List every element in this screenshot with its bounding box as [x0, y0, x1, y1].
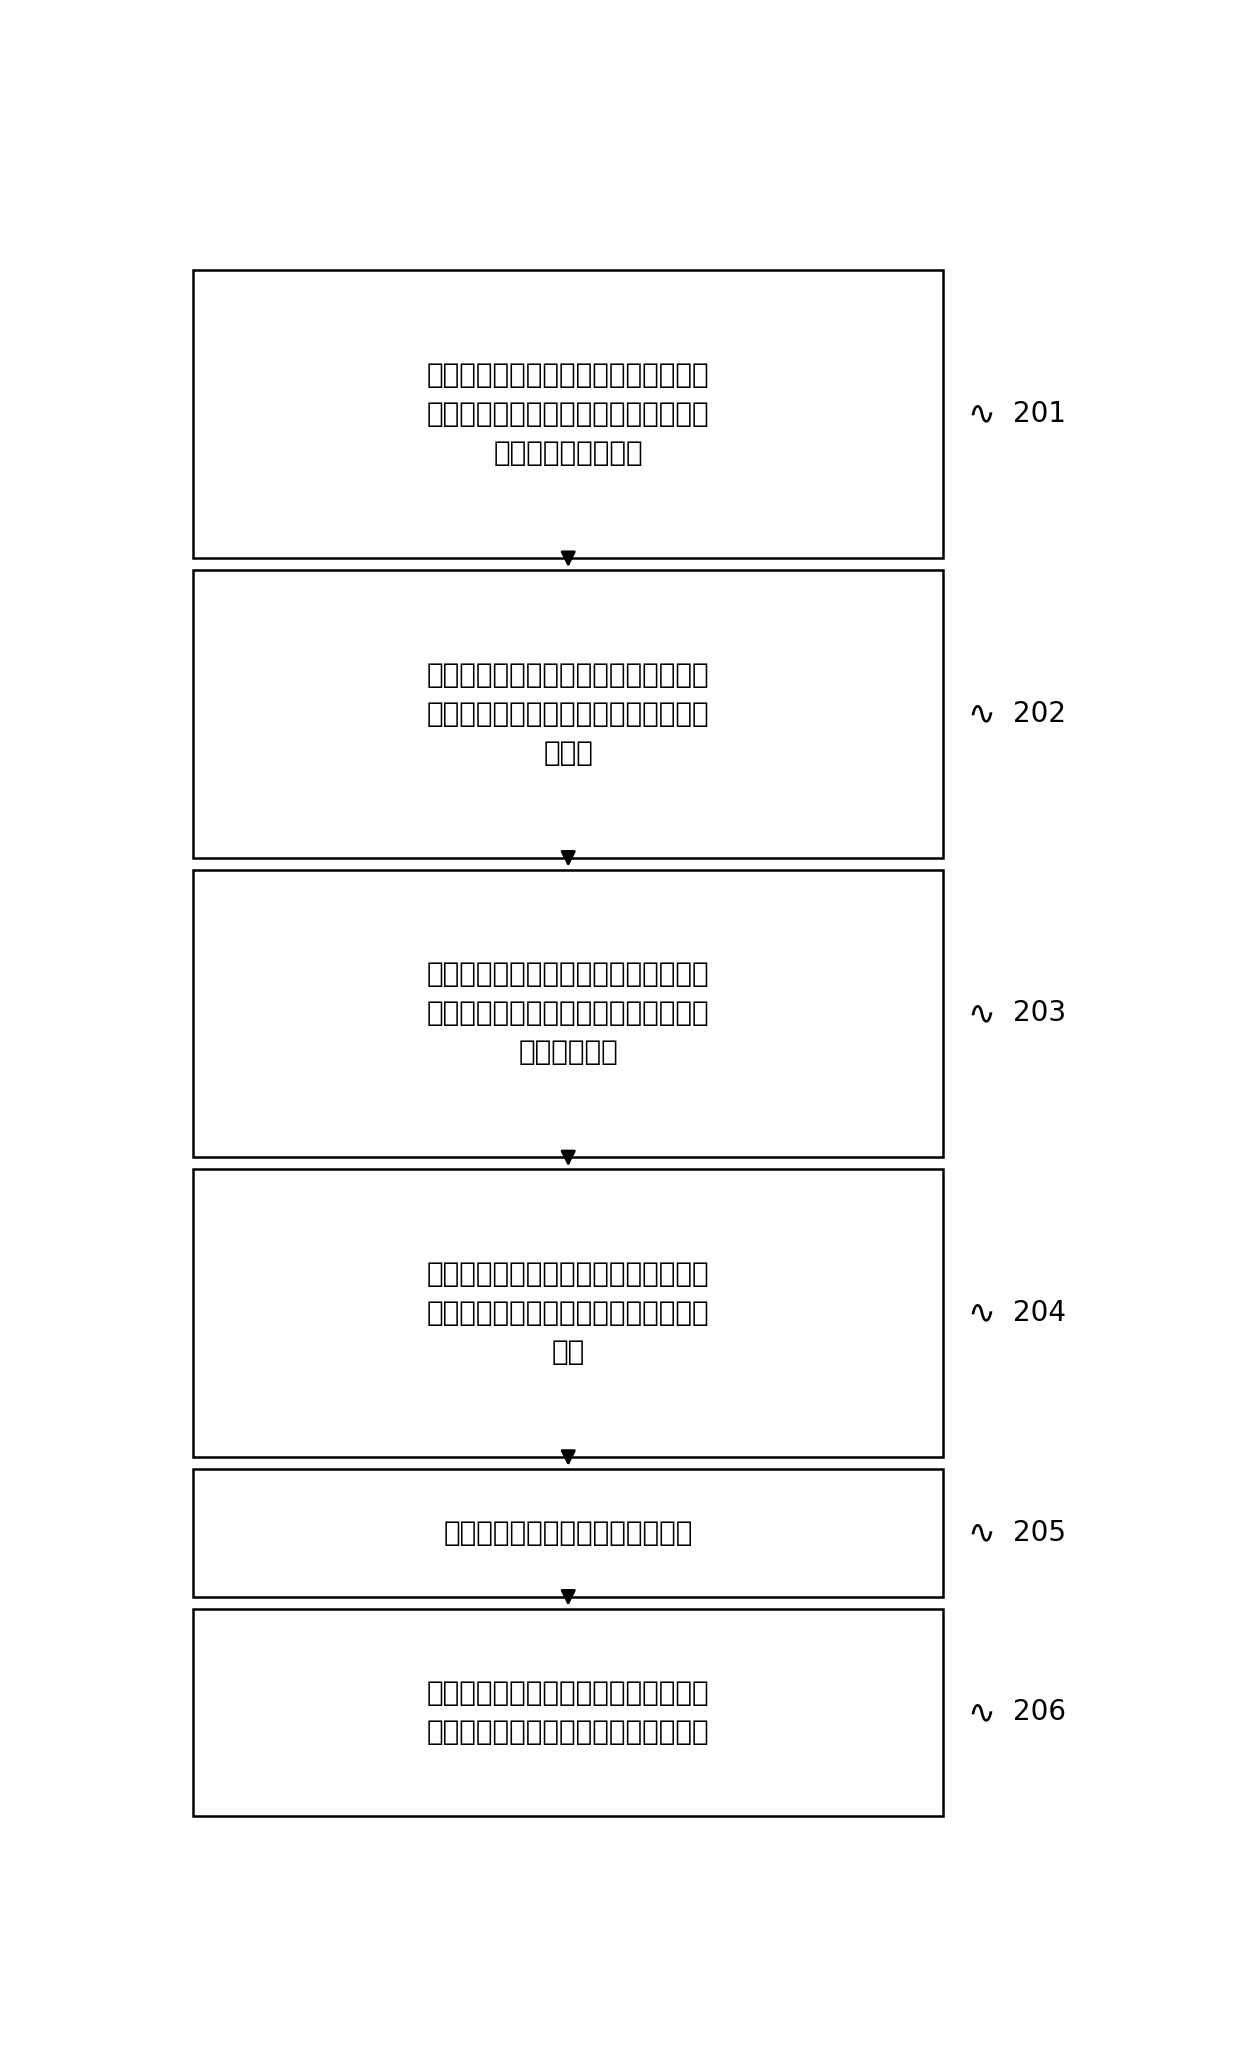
- Text: ∿: ∿: [967, 997, 996, 1030]
- Text: ∿: ∿: [967, 1517, 996, 1549]
- Text: 203: 203: [1013, 999, 1065, 1028]
- Text: 对所述磁共振系统进行扫描预校准: 对所述磁共振系统进行扫描预校准: [444, 1519, 693, 1547]
- Text: 202: 202: [1013, 701, 1065, 727]
- Text: 获取目标对象的基本特征信息、目标对
象在所述扫描床的第一位置信息以及至
少一个预设扫描部位: 获取目标对象的基本特征信息、目标对 象在所述扫描床的第一位置信息以及至 少一个预…: [427, 362, 709, 466]
- Bar: [193, 271, 942, 559]
- Bar: [193, 1169, 942, 1457]
- Bar: [193, 869, 942, 1157]
- Text: ∿: ∿: [967, 399, 996, 432]
- Text: ∿: ∿: [967, 697, 996, 730]
- Text: 根据所述第一位置信息、所述第二位置
信息确定预设扫描部位在所述扫描床的
第三位置信息: 根据所述第一位置信息、所述第二位置 信息确定预设扫描部位在所述扫描床的 第三位置…: [427, 960, 709, 1067]
- Text: 205: 205: [1013, 1519, 1065, 1547]
- Text: 206: 206: [1013, 1697, 1065, 1726]
- Text: ∿: ∿: [967, 1297, 996, 1330]
- Text: 根据目标对象的基本特征信息确定所述
预设扫描部位在所述目标对象的第二位
置信息: 根据目标对象的基本特征信息确定所述 预设扫描部位在所述目标对象的第二位 置信息: [427, 662, 709, 767]
- Text: 201: 201: [1013, 401, 1065, 427]
- Text: ∿: ∿: [967, 1695, 996, 1728]
- Text: 根据所述第三位置信息驱动所述扫描床
，以将所述预设扫描部位移至所述检测
区域: 根据所述第三位置信息驱动所述扫描床 ，以将所述预设扫描部位移至所述检测 区域: [427, 1260, 709, 1367]
- Bar: [193, 569, 942, 857]
- Bar: [193, 1609, 942, 1817]
- Text: 204: 204: [1013, 1299, 1065, 1328]
- Text: 利用成像序列激发所述预设扫描部位，
以获取所述预设扫描部位的磁共振图像: 利用成像序列激发所述预设扫描部位， 以获取所述预设扫描部位的磁共振图像: [427, 1679, 709, 1747]
- Bar: [193, 1469, 942, 1597]
